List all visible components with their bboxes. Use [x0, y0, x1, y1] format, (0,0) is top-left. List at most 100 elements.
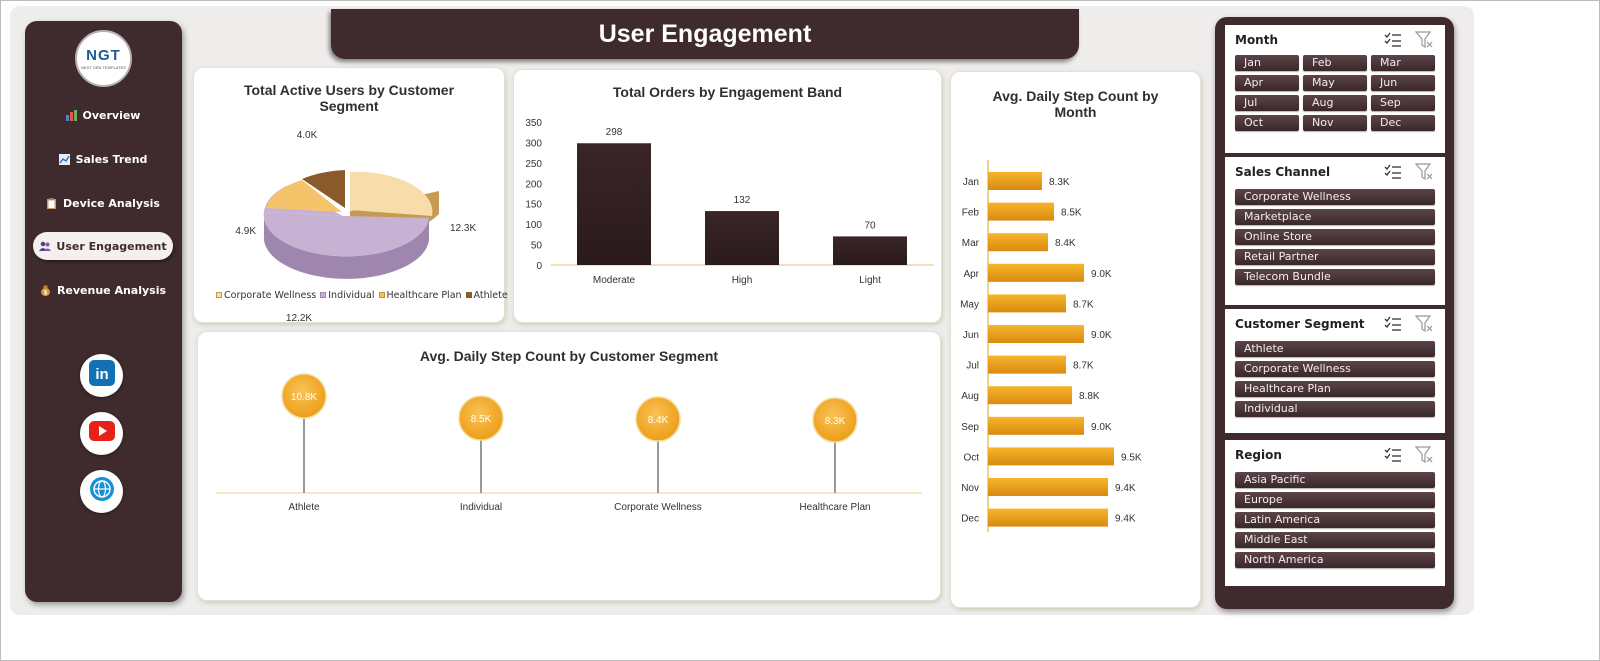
- channel-chip[interactable]: Telecom Bundle: [1235, 269, 1435, 285]
- money-bag-icon: $: [40, 285, 51, 296]
- nav-label: Revenue Analysis: [56, 283, 167, 297]
- clear-filter-icon[interactable]: [1414, 31, 1433, 49]
- segment-chip[interactable]: Athlete: [1235, 341, 1435, 357]
- svg-text:$: $: [44, 290, 48, 296]
- y-tick-label: 0: [536, 261, 542, 272]
- chart-title: Total Active Users by Customer Segment: [243, 82, 455, 114]
- trend-chart-icon: [58, 153, 70, 165]
- bar: [988, 233, 1048, 252]
- region-chip[interactable]: Middle East: [1235, 532, 1435, 548]
- month-chip-oct[interactable]: Oct: [1235, 115, 1299, 131]
- channel-chip[interactable]: Retail Partner: [1235, 249, 1435, 265]
- chart-title: Avg. Daily Step Count by Customer Segmen…: [419, 348, 719, 364]
- monthly-chart-card: Avg. Daily Step Count by Month Jan 8.3K Fe…: [950, 71, 1201, 608]
- bar-value-label: 8.5K: [1061, 208, 1082, 219]
- chart-title: Total Orders by Engagement Band: [612, 84, 843, 100]
- y-category-label: Dec: [961, 514, 979, 525]
- month-chip-jun[interactable]: Jun: [1371, 75, 1435, 91]
- month-chip-jul[interactable]: Jul: [1235, 95, 1299, 111]
- channel-chip[interactable]: Corporate Wellness: [1235, 189, 1435, 205]
- slicer-title: Region: [1235, 448, 1282, 462]
- linkedin-button[interactable]: in: [80, 354, 123, 397]
- month-chip-feb[interactable]: Feb: [1303, 55, 1367, 71]
- segment-chip[interactable]: Healthcare Plan: [1235, 381, 1435, 397]
- y-tick-label: 200: [525, 179, 542, 190]
- bar-value-label: 9.4K: [1115, 483, 1136, 494]
- month-chip-sep[interactable]: Sep: [1371, 95, 1435, 111]
- bar: [988, 355, 1066, 374]
- clear-filter-icon[interactable]: [1414, 163, 1433, 181]
- nav-sales-trend[interactable]: Sales Trend: [33, 145, 173, 173]
- youtube-button[interactable]: [80, 412, 123, 455]
- slicer-sales-channel: Sales Channel Corporate Wellness Marketp…: [1225, 157, 1445, 305]
- region-chip[interactable]: Latin America: [1235, 512, 1435, 528]
- pie-label: 12.2K: [286, 313, 312, 324]
- pie-label: 12.3K: [450, 223, 476, 234]
- segment-chip[interactable]: Corporate Wellness: [1235, 361, 1435, 377]
- month-chip-mar[interactable]: Mar: [1371, 55, 1435, 71]
- y-tick-label: 150: [525, 200, 542, 211]
- orders-chart-card: Total Orders by Engagement Band 350 300 25…: [513, 69, 942, 323]
- marker-value-label: 8.3K: [825, 416, 846, 427]
- nav-label: User Engagement: [56, 239, 167, 253]
- month-chip-nov[interactable]: Nov: [1303, 115, 1367, 131]
- bar: [988, 325, 1084, 343]
- multi-select-icon[interactable]: [1384, 446, 1402, 464]
- legend-item: Athlete: [465, 290, 508, 301]
- multi-select-icon[interactable]: [1384, 163, 1402, 181]
- nav-revenue-analysis[interactable]: $ Revenue Analysis: [33, 276, 173, 304]
- youtube-icon: [88, 421, 115, 446]
- bar-value-label: 8.7K: [1073, 361, 1094, 372]
- bar: [577, 143, 651, 265]
- region-chip[interactable]: Europe: [1235, 492, 1435, 508]
- month-chip-aug[interactable]: Aug: [1303, 95, 1367, 111]
- y-category-label: Aug: [961, 391, 979, 402]
- month-chip-apr[interactable]: Apr: [1235, 75, 1299, 91]
- lollipop-marker: [812, 397, 858, 443]
- bar: [988, 202, 1054, 221]
- bar: [988, 508, 1108, 527]
- nav-device-analysis[interactable]: Device Analysis: [33, 189, 173, 217]
- region-chip[interactable]: Asia Pacific: [1235, 472, 1435, 488]
- segment-chip[interactable]: Individual: [1235, 401, 1435, 417]
- y-category-label: Feb: [962, 208, 980, 219]
- bar-value-label: 9.0K: [1091, 269, 1112, 280]
- y-category-label: Mar: [962, 238, 980, 249]
- clear-filter-icon[interactable]: [1414, 315, 1433, 333]
- month-chip-dec[interactable]: Dec: [1371, 115, 1435, 131]
- logo-text: NGT: [86, 47, 121, 64]
- bar: [988, 386, 1072, 405]
- multi-select-icon[interactable]: [1384, 31, 1402, 49]
- y-tick-label: 250: [525, 159, 542, 170]
- bar-value-label: 9.0K: [1091, 330, 1112, 341]
- bar-value-label: 9.0K: [1091, 422, 1112, 433]
- bar: [988, 416, 1084, 435]
- y-category-label: Jun: [963, 330, 979, 341]
- clear-filter-icon[interactable]: [1414, 446, 1433, 464]
- website-button[interactable]: [80, 470, 123, 513]
- nav-user-engagement[interactable]: User Engagement: [33, 232, 173, 260]
- multi-select-icon[interactable]: [1384, 315, 1402, 333]
- slicer-panel: Month Jan Feb Mar Apr May Jun Jul Aug Se…: [1215, 17, 1454, 609]
- bar-value-label: 132: [734, 195, 751, 206]
- bar-value-label: 8.3K: [1049, 177, 1070, 188]
- channel-chip[interactable]: Online Store: [1235, 229, 1435, 245]
- x-category-label: Healthcare Plan: [799, 502, 870, 513]
- legend-item: Healthcare Plan: [378, 290, 462, 301]
- bar-value-label: 9.5K: [1121, 452, 1142, 463]
- lollipop-marker: [281, 373, 327, 419]
- region-chip[interactable]: North America: [1235, 552, 1435, 568]
- users-icon: [39, 241, 52, 252]
- y-category-label: Oct: [963, 452, 979, 463]
- month-chip-may[interactable]: May: [1303, 75, 1367, 91]
- channel-chip[interactable]: Marketplace: [1235, 209, 1435, 225]
- linkedin-icon: in: [88, 360, 115, 391]
- y-tick-label: 50: [531, 241, 543, 252]
- nav-overview[interactable]: Overview: [33, 101, 173, 129]
- y-tick-label: 100: [525, 220, 542, 231]
- y-category-label: Jul: [966, 361, 979, 372]
- x-category-label: Individual: [460, 502, 502, 513]
- y-category-label: Apr: [963, 269, 979, 280]
- month-chip-jan[interactable]: Jan: [1235, 55, 1299, 71]
